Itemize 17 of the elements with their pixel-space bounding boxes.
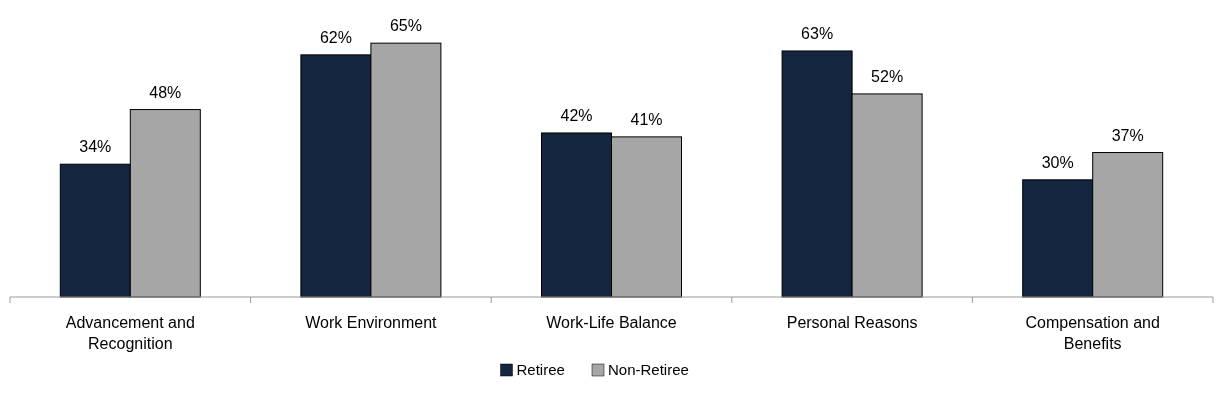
x-tick-label: Advancement and Recognition <box>65 314 195 352</box>
data-label: 37% <box>1111 126 1144 144</box>
legend-label: Retiree <box>516 361 565 378</box>
data-label: 34% <box>79 138 112 156</box>
x-tick-label: Compensation and Benefits <box>1025 314 1160 352</box>
data-label: 52% <box>871 67 904 85</box>
data-label: 65% <box>389 17 422 35</box>
x-tick-label: Work Environment <box>305 314 438 331</box>
x-tick-label: Work-Life Balance <box>546 314 677 331</box>
data-label: 62% <box>319 28 352 46</box>
data-label: 42% <box>560 106 593 124</box>
data-label: 63% <box>801 24 834 42</box>
legend-label: Non-Retiree <box>608 361 689 378</box>
data-label: 48% <box>149 83 182 101</box>
data-label: 30% <box>1041 153 1074 171</box>
data-label: 41% <box>630 110 663 128</box>
x-tick-label: Personal Reasons <box>786 314 918 331</box>
